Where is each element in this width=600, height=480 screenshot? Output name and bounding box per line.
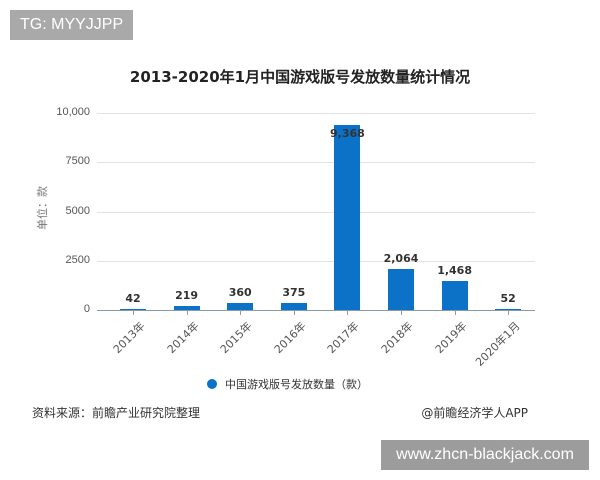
gridline <box>97 113 535 114</box>
watermark-badge-bottom-right: www.zhcn-blackjack.com <box>381 440 589 470</box>
value-label: 375 <box>282 285 306 299</box>
y-tick-label: 0 <box>83 303 90 315</box>
chart-title: 2013-2020年1月中国游戏版号发放数量统计情况 <box>129 68 471 86</box>
gridline <box>97 162 535 164</box>
x-tick-label: 2017年 <box>325 319 362 357</box>
bar <box>334 125 361 310</box>
x-tick <box>347 310 349 315</box>
legend: 中国游戏版号发放数量（款） <box>207 376 368 392</box>
x-tick <box>240 310 242 315</box>
value-label: 1,468 <box>437 264 472 278</box>
x-tick <box>133 310 134 315</box>
gridline <box>97 260 535 262</box>
gridline <box>97 211 535 213</box>
x-tick-label: 2020年1月 <box>473 319 523 369</box>
x-tick <box>293 310 295 315</box>
y-tick-label: 2500 <box>65 253 90 266</box>
legend-marker-icon <box>207 379 217 389</box>
bar <box>120 309 146 310</box>
x-tick-label: 2016年 <box>271 319 309 357</box>
bar <box>495 308 522 310</box>
x-axis-line <box>97 310 535 311</box>
bar <box>173 305 200 310</box>
x-tick-label: 2013年 <box>110 319 148 357</box>
bar <box>388 269 414 310</box>
source-note: 资料来源：前瞻产业研究院整理 <box>32 406 201 420</box>
x-tick <box>401 310 402 315</box>
y-tick-label: 10,000 <box>56 106 90 118</box>
value-label: 360 <box>228 285 252 299</box>
y-tick-label: 7500 <box>65 155 90 168</box>
x-tick <box>186 310 188 315</box>
value-label: 2,064 <box>383 252 419 266</box>
x-tick-label: 2019年 <box>432 319 470 357</box>
x-tick-label: 2014年 <box>164 319 202 357</box>
value-label: 42 <box>125 292 141 306</box>
x-tick-label: 2015年 <box>218 319 255 357</box>
bar <box>227 302 254 310</box>
watermark-badge-top-left: TG: MYYJJPP <box>10 10 134 40</box>
y-tick-label: 5000 <box>65 204 90 217</box>
x-tick-label: 2018年 <box>378 319 416 357</box>
value-label: 9,368 <box>329 127 365 141</box>
value-label: 52 <box>500 291 516 305</box>
bar <box>441 281 468 310</box>
x-tick <box>508 310 510 315</box>
credit-note: @前瞻经济学人APP <box>421 406 528 420</box>
x-tick <box>454 310 456 315</box>
legend-label: 中国游戏版号发放数量（款） <box>225 378 368 391</box>
value-label: 219 <box>175 288 199 302</box>
bar <box>280 302 307 310</box>
